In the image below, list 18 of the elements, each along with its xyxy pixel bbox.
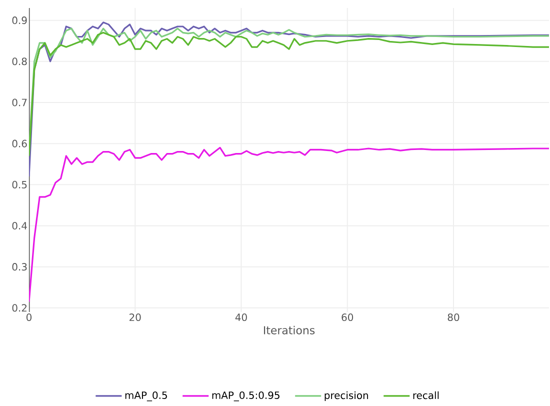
- x-tick-label: 60: [342, 314, 354, 322]
- x-tick-label: 40: [235, 314, 247, 322]
- y-tick-label: 0.4: [12, 222, 27, 230]
- legend-label: mAP_0.5:0.95: [212, 391, 280, 402]
- x-axis-title: Iterations: [264, 326, 315, 334]
- y-tick-label: 0.8: [12, 58, 27, 66]
- y-tick-label: 0.5: [12, 180, 27, 188]
- y-tick-label: 0.2: [12, 304, 26, 312]
- legend-label: recall: [413, 391, 439, 400]
- y-tick-label: 0.3: [12, 263, 27, 271]
- y-tick-label: 0.9: [12, 16, 27, 24]
- x-tick-label: 80: [448, 314, 460, 322]
- y-tick-label: 0.6: [12, 140, 27, 148]
- x-tick-label: 20: [130, 314, 141, 322]
- y-tick-label: 0.7: [12, 98, 27, 106]
- x-tick-label: 0: [26, 314, 32, 322]
- legend-label: precision: [324, 391, 368, 402]
- legend-label: mAP_0.5: [125, 391, 167, 402]
